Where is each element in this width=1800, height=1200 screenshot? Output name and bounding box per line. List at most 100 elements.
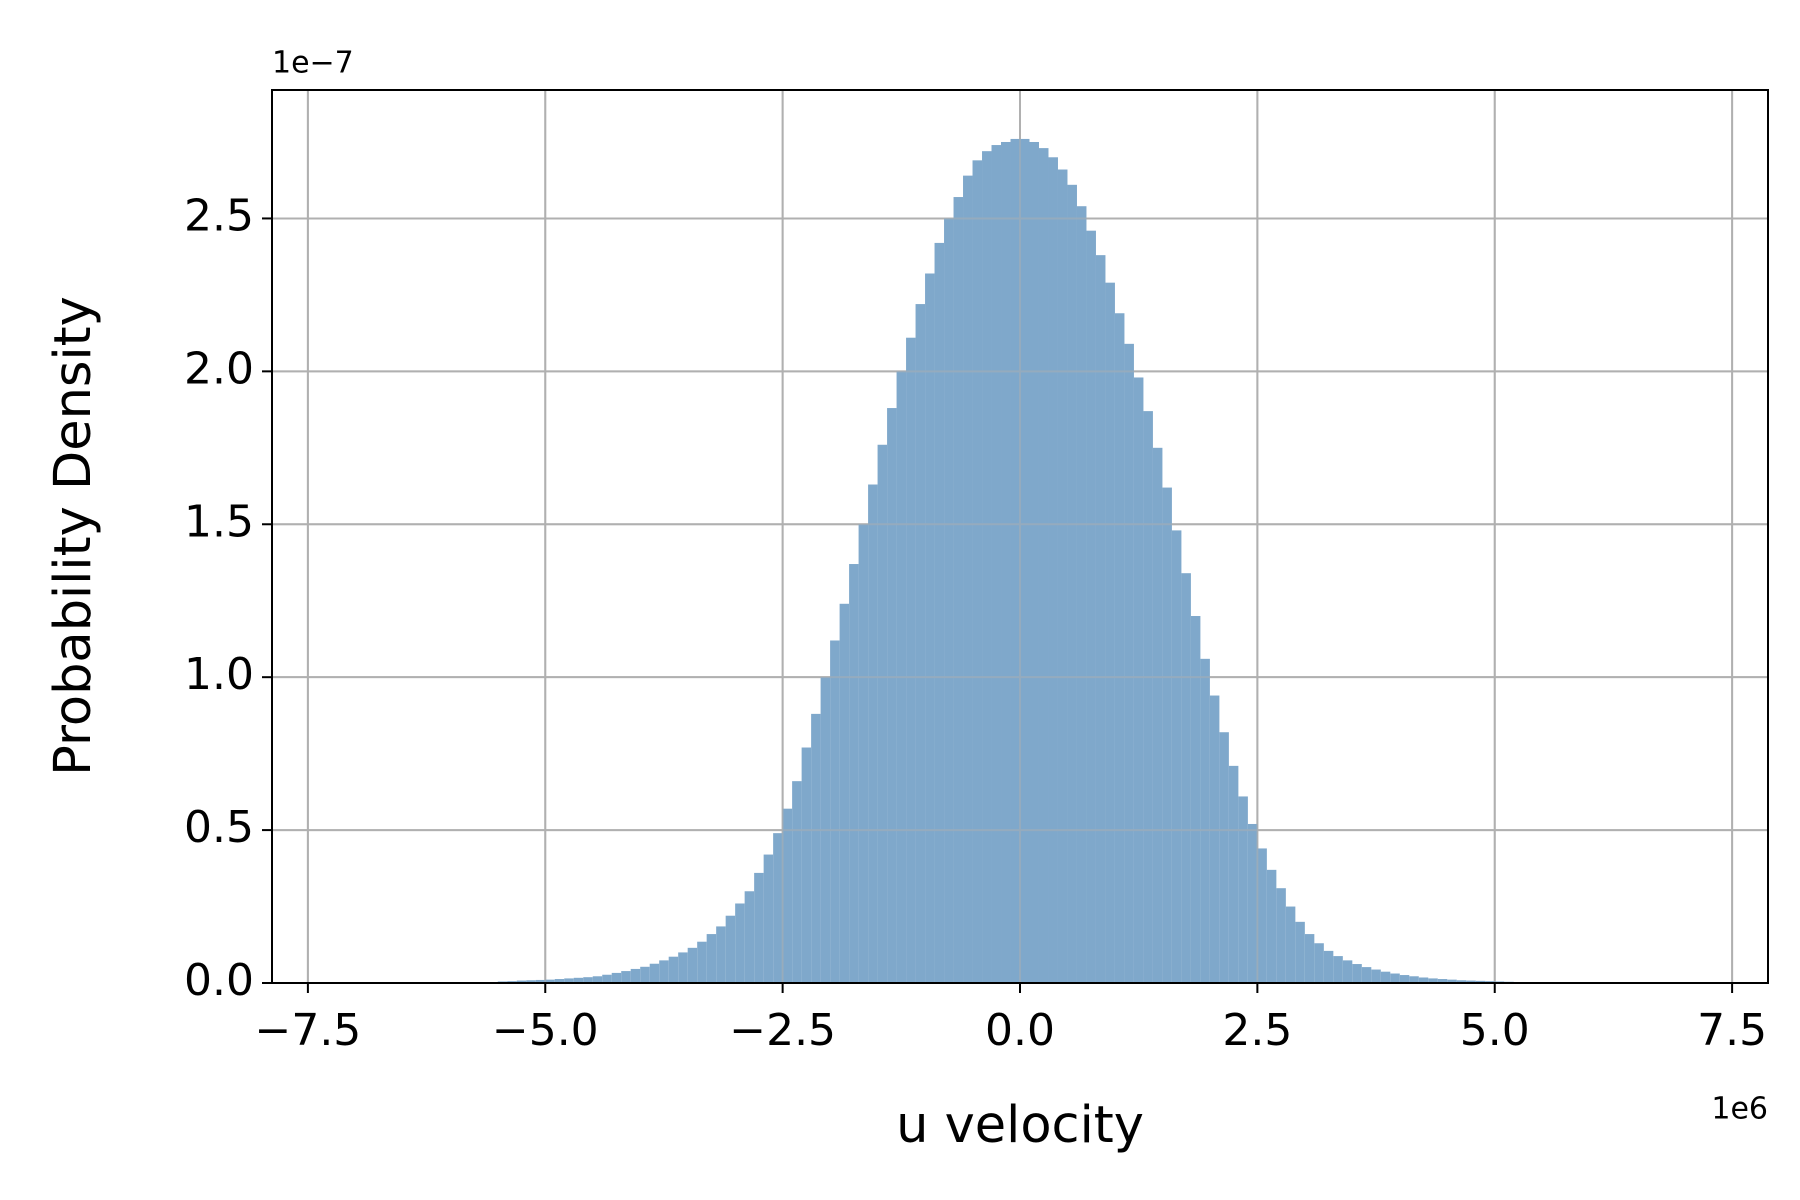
- bar: [1152, 447, 1163, 983]
- bar: [1437, 979, 1448, 983]
- bar: [820, 677, 831, 983]
- bar: [573, 977, 584, 983]
- bar: [944, 218, 954, 984]
- bar: [725, 915, 736, 983]
- bar: [782, 808, 793, 983]
- bar: [773, 833, 783, 983]
- bar: [602, 974, 612, 983]
- bar: [1247, 823, 1258, 983]
- bar: [526, 980, 536, 983]
- bar: [1314, 943, 1324, 983]
- bars: [497, 138, 1543, 984]
- bar: [1390, 973, 1400, 983]
- bar: [611, 972, 622, 983]
- y-offset-label: 1e−7: [272, 46, 354, 81]
- bar: [1020, 138, 1030, 983]
- bar: [1200, 658, 1210, 983]
- bar: [1124, 343, 1134, 984]
- bar: [1067, 184, 1077, 983]
- bar: [592, 976, 603, 983]
- bar: [1409, 976, 1419, 983]
- bar: [1399, 975, 1410, 983]
- y-tick-label: 1.0: [184, 649, 254, 700]
- y-axis-label: Probability Density: [44, 296, 103, 776]
- bar: [1001, 141, 1011, 983]
- bar: [1171, 530, 1182, 983]
- bar: [1276, 888, 1286, 983]
- bar: [1428, 978, 1438, 983]
- bar: [972, 160, 983, 983]
- bar: [887, 408, 897, 983]
- bar: [1285, 906, 1296, 983]
- bar: [963, 175, 973, 984]
- bar: [763, 854, 774, 983]
- bar: [1475, 980, 1486, 983]
- x-tick-label: 7.5: [1697, 1005, 1767, 1056]
- bar: [545, 979, 555, 983]
- bar: [1143, 411, 1153, 983]
- grid-overlay: [272, 90, 1768, 984]
- bar: [706, 934, 717, 983]
- bar: [839, 603, 850, 983]
- bar: [858, 524, 869, 983]
- bar: [925, 273, 935, 983]
- bar: [630, 968, 641, 983]
- bar: [1228, 765, 1239, 983]
- bar: [849, 564, 859, 983]
- bar: [697, 941, 707, 983]
- bar: [649, 963, 660, 983]
- x-tick-label: −7.5: [254, 1005, 361, 1056]
- bar: [1352, 964, 1362, 983]
- bar: [953, 197, 964, 984]
- ticks: −7.5 −5.0 −2.5 0.0 2.5 5.0 7.5 0.0 0.5 1.0 1.5 2.0 2…: [184, 190, 1767, 1056]
- bar: [1162, 487, 1172, 983]
- bar: [744, 891, 755, 983]
- bar: [1181, 573, 1191, 983]
- bar: [1466, 980, 1476, 983]
- x-tick-label: −5.0: [492, 1005, 599, 1056]
- bar: [1380, 971, 1391, 983]
- bar: [1010, 138, 1020, 983]
- bar: [754, 872, 764, 983]
- bar: [1190, 616, 1201, 983]
- bar: [640, 966, 650, 983]
- bar: [877, 444, 888, 983]
- bar: [535, 979, 546, 983]
- bar: [1342, 960, 1353, 983]
- y-tick-label: 1.5: [184, 496, 254, 547]
- bar: [1105, 282, 1115, 983]
- y-tick-label: 0.0: [184, 955, 254, 1006]
- bar: [896, 371, 907, 983]
- bar: [915, 304, 926, 984]
- bar: [906, 337, 916, 983]
- bar: [868, 484, 878, 983]
- x-tick-label: 0.0: [985, 1005, 1055, 1056]
- bar: [1304, 934, 1315, 983]
- y-tick-label: 0.5: [184, 802, 254, 853]
- bar: [621, 971, 631, 983]
- bar: [516, 980, 527, 983]
- bar: [583, 977, 593, 983]
- bar: [1333, 956, 1343, 983]
- bar: [991, 145, 1002, 983]
- bar: [830, 640, 840, 983]
- bar: [659, 960, 669, 983]
- x-offset-label: 1e6: [1711, 1092, 1768, 1127]
- bar: [1219, 732, 1229, 983]
- bar: [792, 781, 802, 983]
- bar: [735, 903, 745, 983]
- bar: [1209, 695, 1220, 983]
- x-tick-label: 2.5: [1222, 1005, 1292, 1056]
- bar: [564, 978, 574, 983]
- bar: [1114, 313, 1125, 983]
- bar: [1238, 796, 1248, 983]
- bar: [801, 747, 812, 983]
- bar: [1038, 148, 1049, 983]
- bar: [1029, 141, 1039, 983]
- bar: [1456, 980, 1467, 983]
- bar: [678, 952, 688, 983]
- y-tick-label: 2.0: [184, 343, 254, 394]
- bar: [1447, 979, 1457, 983]
- bar: [1133, 377, 1144, 983]
- bar: [1257, 848, 1267, 983]
